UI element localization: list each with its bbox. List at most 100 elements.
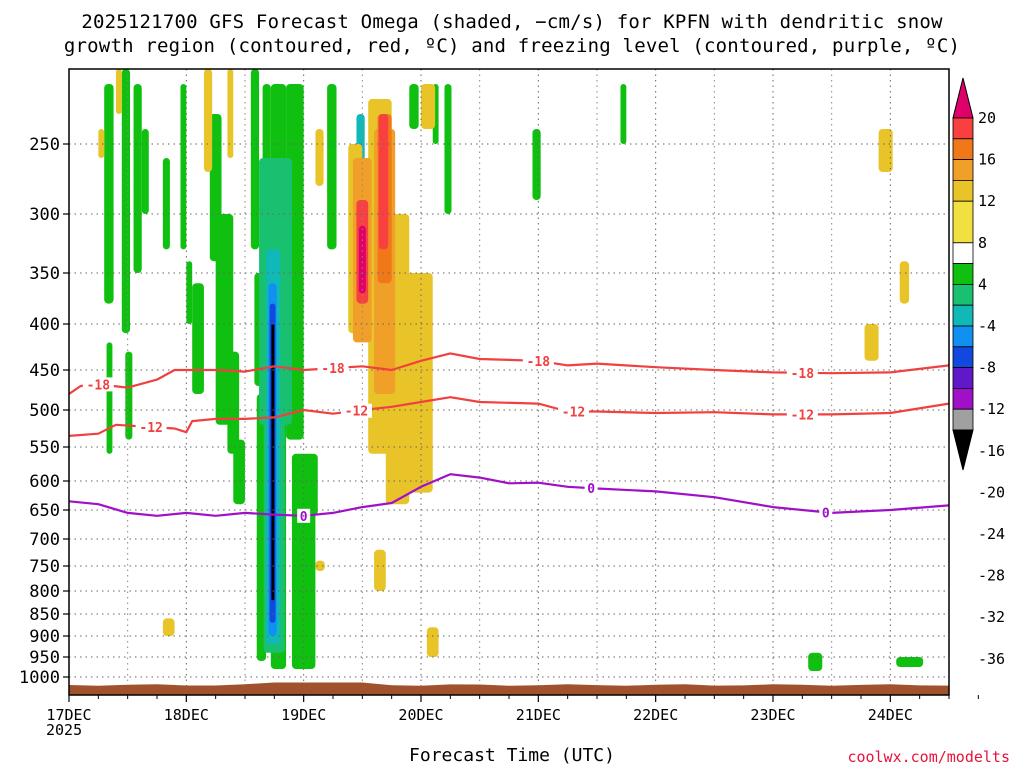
colorbar-tick-label-7: -12 <box>978 400 1005 418</box>
contour-label-bg-0-1 <box>317 361 349 376</box>
contour-label-2-0: 0 <box>300 510 308 525</box>
contour-label-bg-2-0 <box>297 508 311 523</box>
colorbar-bin-4 <box>952 200 974 244</box>
contour-label-1-1: -12 <box>345 405 368 420</box>
omega-shade-green-1 <box>106 342 113 454</box>
omega-shade-green-4 <box>133 84 142 273</box>
contour-label-bg-0-3 <box>786 365 818 380</box>
x-tick-label-18DEC: 18DEC <box>164 706 209 724</box>
contour-label-bg-2-1 <box>584 481 598 496</box>
contour-label-bg-1-2 <box>558 404 590 419</box>
omega-shade-green-0 <box>104 84 114 304</box>
colorbar-tick-label-4: 4 <box>978 275 987 293</box>
colorbar-tick-label-1: 16 <box>978 151 996 169</box>
chart-title-line2: growth region (contoured, red, ºC) and f… <box>63 35 961 57</box>
colorbar-bin-12 <box>952 387 974 410</box>
colorbar-tick-label-12: -32 <box>978 608 1005 626</box>
colorbar-bottom-arrow <box>952 429 974 471</box>
omega-shade-green-13 <box>233 439 245 505</box>
x-tick-label-23DEC: 23DEC <box>750 706 795 724</box>
colorbar-bin-10 <box>952 346 974 368</box>
omega-shade-green-22 <box>327 84 337 250</box>
x-tick-label-17DEC: 17DEC <box>46 706 91 724</box>
colorbar-bin-11 <box>952 367 974 389</box>
y-tick-label-550: 550 <box>29 438 60 458</box>
omega-shade-yellow-5 <box>315 129 324 186</box>
omega-shade-green-3 <box>125 351 133 440</box>
omega-shade-magenta-core <box>358 225 366 294</box>
y-tick-label-600: 600 <box>29 472 60 492</box>
omega-shade-green-12 <box>227 351 240 454</box>
omega-shade-yellow-16 <box>864 324 879 361</box>
contour-label-1-2: -12 <box>562 405 585 420</box>
colorbar-bin-1 <box>952 138 974 161</box>
x-tick-label-21DEC: 21DEC <box>516 706 561 724</box>
omega-shade-red-right <box>378 114 389 250</box>
y-tick-label-250: 250 <box>29 135 60 155</box>
contour-line-1 <box>69 396 949 437</box>
omega-shade-green-14 <box>250 69 260 250</box>
omega-shade-yellow-1 <box>115 69 122 114</box>
contour-label-1-0: -12 <box>139 421 162 436</box>
omega-shade-yellow-9 <box>403 273 433 493</box>
x-axis-year: 2025 <box>46 721 83 739</box>
colorbar-bin-13 <box>952 408 974 431</box>
x-tick-label-20DEC: 20DEC <box>398 706 443 724</box>
omega-shade-yellow-2 <box>162 618 175 636</box>
y-tick-label-450: 450 <box>29 361 60 381</box>
contour-line-2 <box>69 473 949 517</box>
colorbar-bin-5 <box>952 242 974 265</box>
colorbar-bin-6 <box>952 263 974 285</box>
colorbar-tick-label-10: -24 <box>978 525 1005 543</box>
credit-text: coolwx.com/modelts <box>847 748 1010 766</box>
y-tick-label-350: 350 <box>29 264 60 284</box>
y-tick-label-500: 500 <box>29 401 60 421</box>
x-tick-label-19DEC: 19DEC <box>281 706 326 724</box>
omega-shade-yellow-12 <box>374 549 386 591</box>
contour-label-0-0: -18 <box>87 378 111 393</box>
omega-shade-green-26 <box>444 84 452 214</box>
contour-label-2-2: 0 <box>822 506 830 521</box>
omega-shade-yellow-3 <box>203 69 213 172</box>
contour-label-bg-0-0 <box>82 377 114 392</box>
y-tick-label-400: 400 <box>29 315 60 335</box>
colorbar-top-arrow <box>952 77 974 119</box>
contour-label-0-3: -18 <box>791 367 815 382</box>
y-tick-label-1000: 1000 <box>19 668 60 688</box>
y-tick-label-750: 750 <box>29 557 60 577</box>
y-tick-label-650: 650 <box>29 501 60 521</box>
colorbar-bin-0 <box>952 117 974 140</box>
colorbar-tick-label-11: -28 <box>978 567 1005 585</box>
chart-title-line1: 2025121700 GFS Forecast Omega (shaded, −… <box>81 11 943 33</box>
colorbar-bin-9 <box>952 325 974 348</box>
omega-shade-green-7 <box>180 84 187 250</box>
colorbar-tick-label-13: -36 <box>978 650 1005 668</box>
omega-shade-green-16 <box>256 394 267 661</box>
x-tick-label-22DEC: 22DEC <box>633 706 678 724</box>
colorbar-tick-label-8: -16 <box>978 442 1005 460</box>
omega-shade-green-29 <box>808 652 823 671</box>
omega-shade-yellow-11 <box>426 627 439 657</box>
y-tick-label-900: 900 <box>29 627 60 647</box>
contour-label-1-3: -12 <box>791 408 814 423</box>
colorbar-tick-label-9: -20 <box>978 483 1005 501</box>
contour-label-bg-2-2 <box>819 505 833 520</box>
colorbar-tick-label-2: 12 <box>978 192 996 210</box>
y-tick-label-700: 700 <box>29 530 60 550</box>
omega-shade-green-24 <box>409 84 419 129</box>
colorbar-tick-label-5: -4 <box>978 317 996 335</box>
omega-shade-green-9 <box>192 283 204 394</box>
x-axis-label: Forecast Time (UTC) <box>409 745 615 766</box>
colorbar-tick-label-0: 20 <box>978 109 996 127</box>
omega-shade-yellow-10 <box>421 84 436 129</box>
contour-label-2-1: 0 <box>587 482 595 497</box>
contour-label-0-2: -18 <box>527 355 551 370</box>
y-tick-label-950: 950 <box>29 648 60 668</box>
omega-shade-yellow-15 <box>899 261 910 304</box>
omega-shade-green-28 <box>620 84 627 144</box>
colorbar-bin-8 <box>952 304 974 327</box>
colorbar-bin-7 <box>952 283 974 306</box>
omega-shade-green-2 <box>121 69 131 334</box>
colorbar-tick-label-3: 8 <box>978 234 987 252</box>
